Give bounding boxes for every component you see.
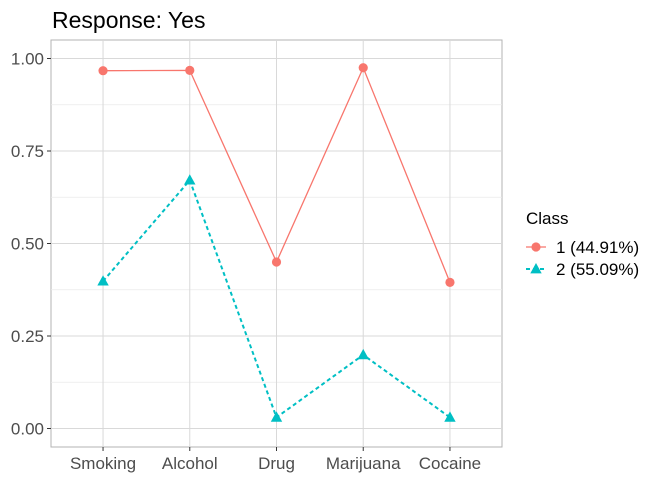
y-tick-label: 1.00	[11, 50, 44, 69]
legend: Class 1 (44.91%) 2 (55.09%)	[526, 209, 639, 279]
y-tick-label: 0.00	[11, 420, 44, 439]
series-2-point	[444, 411, 456, 422]
legend-title: Class	[526, 209, 569, 228]
chart-title: Response: Yes	[52, 7, 205, 33]
legend-label-2: 2 (55.09%)	[556, 260, 639, 279]
series-layer	[97, 63, 456, 422]
x-axis: Smoking Alcohol Drug Marijuana Cocaine	[70, 447, 481, 473]
x-tick-label: Cocaine	[419, 454, 481, 473]
y-tick-label: 0.50	[11, 235, 44, 254]
series-2-point	[184, 174, 196, 185]
legend-key-marker-2	[530, 263, 542, 274]
y-tick-label: 0.25	[11, 327, 44, 346]
x-tick-label: Drug	[258, 454, 295, 473]
series-1-point	[98, 66, 108, 76]
y-tick-label: 0.75	[11, 142, 44, 161]
major-gridlines	[51, 40, 502, 447]
legend-label-1: 1 (44.91%)	[556, 238, 639, 257]
series-2-point	[357, 348, 369, 360]
x-tick-label: Marijuana	[326, 454, 401, 473]
x-tick-label: Alcohol	[162, 454, 218, 473]
series-1-point	[358, 63, 368, 73]
series-1-point	[271, 257, 282, 267]
legend-key-marker-1	[531, 242, 541, 252]
x-tick-label: Smoking	[70, 454, 136, 473]
series-1-point	[445, 277, 455, 287]
series-1-point	[185, 65, 195, 75]
legend-items: 1 (44.91%) 2 (55.09%)	[526, 238, 639, 279]
y-axis: 0.00 0.25 0.50 0.75 1.00	[11, 50, 51, 439]
series-2-point	[97, 275, 109, 286]
series-2-point	[270, 411, 283, 422]
